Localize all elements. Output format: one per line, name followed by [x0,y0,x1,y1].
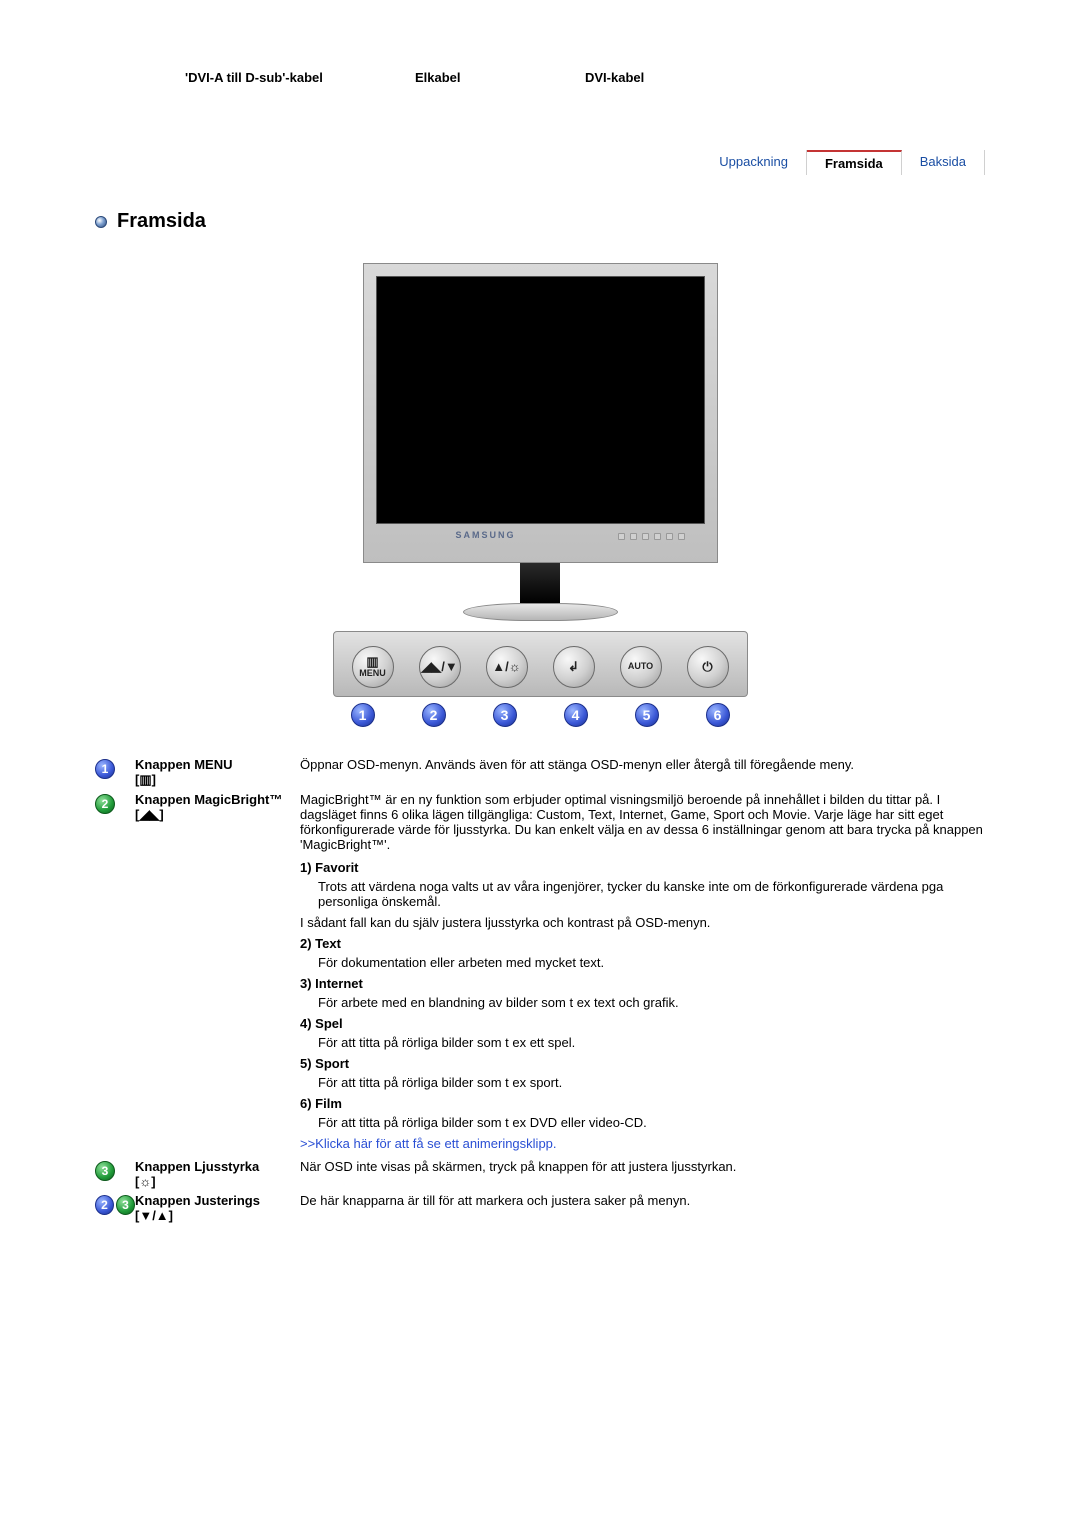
marker-3: 3 [95,1161,115,1181]
description-list: 1 Knappen MENU[▥] Öppnar OSD-menyn. Anvä… [95,757,985,1223]
callout-3: 3 [493,703,517,727]
tab-baksida[interactable]: Baksida [902,150,985,175]
marker-1: 1 [95,759,115,779]
desc-row-3: 3 Knappen Ljusstyrka[☼] När OSD inte vis… [95,1159,985,1189]
desc-row-1: 1 Knappen MENU[▥] Öppnar OSD-menyn. Anvä… [95,757,985,788]
cable-labels: 'DVI-A till D-sub'-kabel Elkabel DVI-kab… [185,70,985,85]
cable-2: Elkabel [415,70,585,85]
bullet-icon [95,216,107,228]
monitor-stand [463,603,618,621]
body-magicbright: MagicBright™ är en ny funktion som erbju… [300,792,985,1155]
label-brightness: Knappen Ljusstyrka[☼] [135,1159,300,1189]
label-menu: Knappen MENU[▥] [135,757,300,788]
cable-3: DVI-kabel [585,70,755,85]
tab-nav: Uppackning Framsida Baksida [95,150,985,175]
callout-row: 1 2 3 4 5 6 [333,697,748,727]
panel-btn-menu: ▥MENU [352,646,394,688]
monitor-bezel: SAMSUNG [363,263,718,563]
tab-framsida[interactable]: Framsida [807,150,902,175]
body-menu: Öppnar OSD-menyn. Används även för att s… [300,757,985,776]
callout-5: 5 [635,703,659,727]
monitor-screen [376,276,705,524]
body-brightness: När OSD inte visas på skärmen, tryck på … [300,1159,985,1178]
marker-4b: 3 [116,1195,135,1215]
panel-btn-enter: ↲ [553,646,595,688]
body-adjust: De här knapparna är till för att markera… [300,1193,985,1212]
tab-uppackning[interactable]: Uppackning [701,150,807,175]
label-adjust: Knappen Justerings[▼/▲] [135,1193,300,1223]
button-panel: ▥MENU ◢◣/▼ ▲/☼ ↲ AUTO ⏻ [333,631,748,697]
desc-row-2: 2 Knappen MagicBright™[◢◣] MagicBright™ … [95,792,985,1155]
marker-2: 2 [95,794,115,814]
callout-6: 6 [706,703,730,727]
callout-1: 1 [351,703,375,727]
callout-4: 4 [564,703,588,727]
marker-4a: 2 [95,1195,114,1215]
label-magicbright: Knappen MagicBright™[◢◣] [135,792,300,823]
callout-2: 2 [422,703,446,727]
section-title: Framsida [95,210,985,233]
cable-1: 'DVI-A till D-sub'-kabel [185,70,415,85]
panel-btn-magicbright: ◢◣/▼ [419,646,461,688]
animation-link[interactable]: >>Klicka här för att få se ett animering… [300,1136,985,1151]
monitor-illustration: SAMSUNG ▥MENU ◢◣/▼ ▲/☼ ↲ AUTO ⏻ 1 2 3 4 … [95,263,985,727]
panel-btn-power: ⏻ [687,646,729,688]
panel-btn-brightness: ▲/☼ [486,646,528,688]
section-heading: Framsida [117,210,206,233]
brand-label: SAMSUNG [456,530,516,540]
monitor-neck [520,563,560,603]
desc-row-4: 2 3 Knappen Justerings[▼/▲] De här knapp… [95,1193,985,1223]
panel-btn-auto: AUTO [620,646,662,688]
led-row [618,533,685,540]
